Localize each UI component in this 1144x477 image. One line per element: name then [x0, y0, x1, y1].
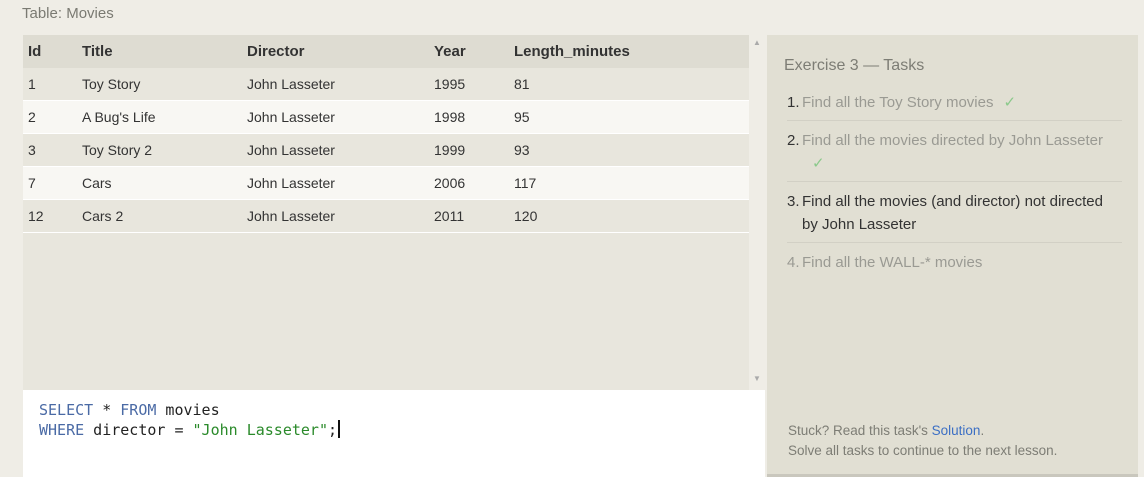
task-item: 3. Find all the movies (and director) no…: [787, 188, 1122, 243]
task-number: 3.: [787, 193, 800, 210]
cell-year: 2011: [434, 199, 514, 233]
sql-keyword-where: WHERE: [39, 421, 85, 439]
task-number: 2.: [787, 132, 800, 149]
task-text-wrap: Find all the movies directed by John Las…: [802, 129, 1122, 175]
cell-year: 2006: [434, 166, 514, 200]
task-text: Find all the movies (and director) not d…: [802, 193, 1103, 233]
cell-length: 120: [514, 199, 749, 233]
table-row: 7 Cars John Lasseter 2006 117: [23, 166, 749, 200]
task-item: 2. Find all the movies directed by John …: [787, 127, 1122, 182]
task-number: 4.: [787, 254, 800, 271]
cell-length: 95: [514, 100, 749, 134]
column-header-title: Title: [82, 35, 247, 68]
cell-title: Toy Story 2: [82, 133, 247, 167]
check-icon: ✓: [812, 155, 825, 172]
results-table: Id Title Director Year Length_minutes 1 …: [23, 35, 749, 233]
table-row: 12 Cars 2 John Lasseter 2011 120: [23, 199, 749, 233]
column-header-director: Director: [247, 35, 434, 68]
column-header-id: Id: [23, 35, 82, 68]
sql-token: movies: [156, 401, 220, 419]
cell-director: John Lasseter: [247, 133, 434, 167]
sql-editor[interactable]: SELECT * FROM movies WHERE director = "J…: [23, 390, 765, 477]
text-cursor: [338, 420, 341, 438]
table-header-row: Id Title Director Year Length_minutes: [23, 35, 749, 68]
task-item: 1. Find all the Toy Story movies ✓: [787, 89, 1122, 121]
sql-string-literal: "John Lasseter": [192, 421, 328, 439]
cell-year: 1995: [434, 68, 514, 101]
check-icon: ✓: [1003, 94, 1017, 111]
footer-note: Solve all tasks to continue to the next …: [788, 443, 1058, 458]
cell-director: John Lasseter: [247, 199, 434, 233]
table-row: 3 Toy Story 2 John Lasseter 1999 93: [23, 133, 749, 167]
table-row: 2 A Bug's Life John Lasseter 1998 95: [23, 100, 749, 134]
task-text: Find all the WALL-* movies: [802, 254, 983, 271]
stuck-help: Stuck? Read this task's Solution. Solve …: [788, 421, 1057, 461]
cell-id: 1: [23, 68, 82, 101]
table-row: 1 Toy Story John Lasseter 1995 81: [23, 68, 749, 101]
cell-director: John Lasseter: [247, 68, 434, 101]
cell-title: Cars: [82, 166, 247, 200]
sql-token: *: [93, 401, 121, 419]
task-list: 1. Find all the Toy Story movies ✓ 2. Fin…: [787, 89, 1122, 286]
cell-title: Toy Story: [82, 68, 247, 101]
cell-year: 1998: [434, 100, 514, 134]
sql-query-text[interactable]: SELECT * FROM movies WHERE director = "J…: [39, 400, 341, 440]
cell-id: 3: [23, 133, 82, 167]
sql-keyword-select: SELECT: [39, 401, 94, 419]
column-header-length: Length_minutes: [514, 35, 749, 68]
scroll-up-arrow-icon[interactable]: ▲: [753, 38, 761, 47]
cell-length: 117: [514, 166, 749, 200]
task-item: 4. Find all the WALL-* movies: [787, 249, 1122, 280]
task-text-wrap: Find all the Toy Story movies ✓: [802, 91, 1122, 114]
tasks-panel: Exercise 3 — Tasks 1. Find all the Toy S…: [767, 35, 1138, 477]
tasks-title: Exercise 3 — Tasks: [784, 57, 925, 74]
results-scrollbar[interactable]: ▲ ▼: [749, 35, 765, 390]
task-number: 1.: [787, 94, 800, 111]
table-caption: Table: Movies: [22, 5, 114, 22]
cell-year: 1999: [434, 133, 514, 167]
cell-title: Cars 2: [82, 199, 247, 233]
stuck-prefix: Stuck? Read this task's: [788, 423, 932, 438]
scroll-down-arrow-icon[interactable]: ▼: [753, 374, 761, 383]
stuck-suffix: .: [980, 423, 985, 438]
task-text: Find all the movies directed by John Las…: [802, 132, 1103, 149]
column-header-year: Year: [434, 35, 514, 68]
sql-token: director =: [84, 421, 193, 439]
cell-director: John Lasseter: [247, 100, 434, 134]
cell-length: 93: [514, 133, 749, 167]
cell-director: John Lasseter: [247, 166, 434, 200]
cell-length: 81: [514, 68, 749, 101]
cell-id: 12: [23, 199, 82, 233]
solution-link[interactable]: Solution: [931, 423, 981, 438]
results-table-panel: Id Title Director Year Length_minutes 1 …: [23, 35, 749, 390]
sql-token: ;: [328, 421, 338, 439]
task-text: Find all the Toy Story movies: [802, 94, 994, 111]
cell-id: 2: [23, 100, 82, 134]
cell-title: A Bug's Life: [82, 100, 247, 134]
cell-id: 7: [23, 166, 82, 200]
sql-keyword-from: FROM: [120, 401, 157, 419]
